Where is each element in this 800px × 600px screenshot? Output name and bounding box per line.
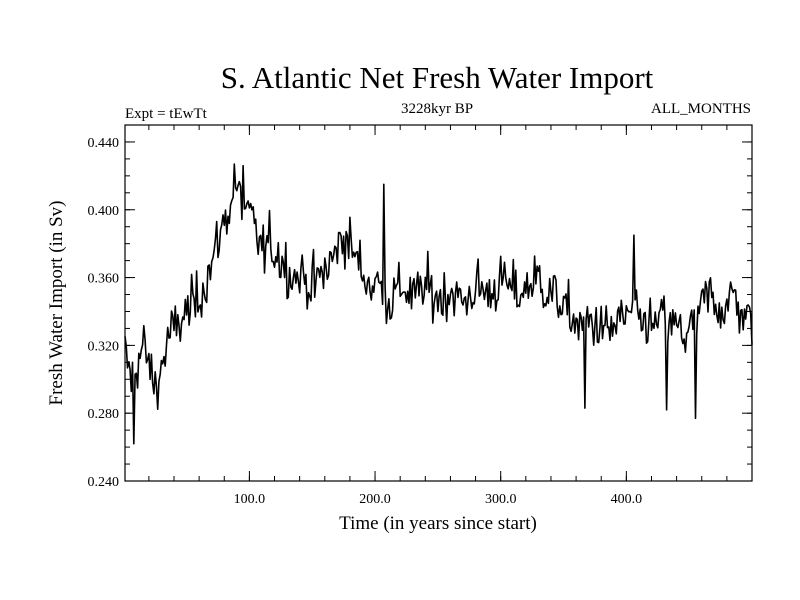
y-tick-label: 0.440 [88,136,120,151]
y-axis-label: Fresh Water Import (in Sv) [46,201,67,406]
axis-ticks [125,124,752,482]
y-tick-label: 0.280 [88,407,120,422]
x-tick-label: 400.0 [611,492,643,507]
y-tick-label: 0.240 [88,475,120,490]
experiment-label: Expt = tEwTt [125,106,208,122]
chart-title: S. Atlantic Net Fresh Water Import [221,60,654,95]
y-tick-label: 0.360 [88,272,120,287]
time-period-label: 3228kyr BP [401,101,473,117]
series-line [124,163,753,445]
months-label: ALL_MONTHS [651,101,751,117]
plot-frame [124,124,753,482]
y-tick-label: 0.320 [88,339,120,354]
x-tick-label: 300.0 [485,492,517,507]
x-tick-label: 100.0 [234,492,266,507]
y-tick-label: 0.400 [88,204,120,219]
axis-tick-labels: 100.0 200.0 300.0 400.0 0.240 0.280 0.320 0.360… [88,136,643,507]
x-tick-label: 200.0 [359,492,391,507]
x-axis-label: Time (in years since start) [339,513,537,534]
